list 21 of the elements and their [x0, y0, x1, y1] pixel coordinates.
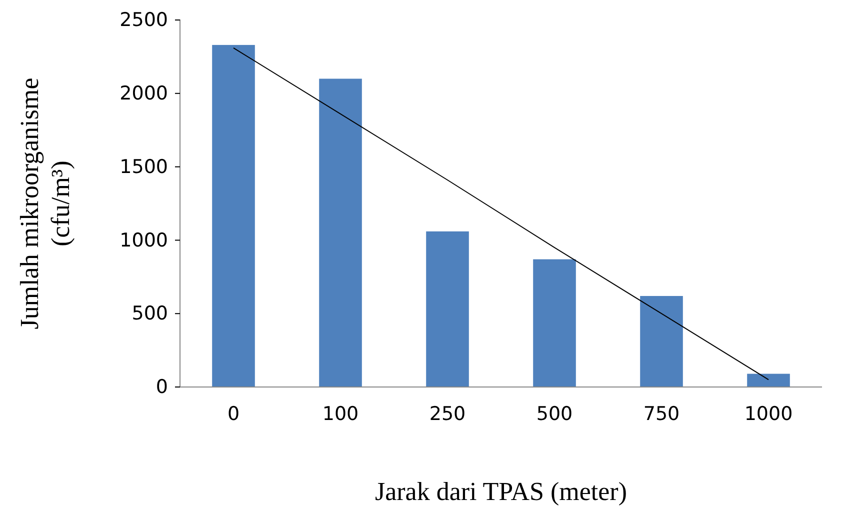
- line-series: [233, 47, 769, 380]
- bar: [426, 231, 469, 387]
- y-tick-label: 0: [156, 376, 168, 398]
- x-tick-label: 250: [429, 403, 466, 425]
- x-tick-label: 750: [643, 403, 680, 425]
- x-tick-label: 0: [227, 403, 240, 425]
- bar: [747, 374, 790, 387]
- y-tick-label: 2500: [120, 9, 168, 32]
- y-tick-label: 500: [132, 302, 168, 325]
- x-tick-label: 100: [322, 403, 359, 425]
- y-tick-label: 2000: [120, 82, 168, 104]
- bar: [640, 296, 683, 387]
- y-tick-label: 1000: [120, 229, 168, 252]
- x-tick-label: 500: [536, 403, 573, 425]
- bar: [533, 259, 576, 387]
- bar: [212, 44, 255, 387]
- x-tick-label: 1000: [744, 403, 793, 425]
- bar: [319, 78, 362, 387]
- y-tick-label: 1500: [120, 156, 168, 178]
- x-axis-title: Jarak dari TPAS (meter): [374, 477, 628, 506]
- y-axis-title: Jumlah mikroorganisme (cfu/m³): [15, 78, 75, 330]
